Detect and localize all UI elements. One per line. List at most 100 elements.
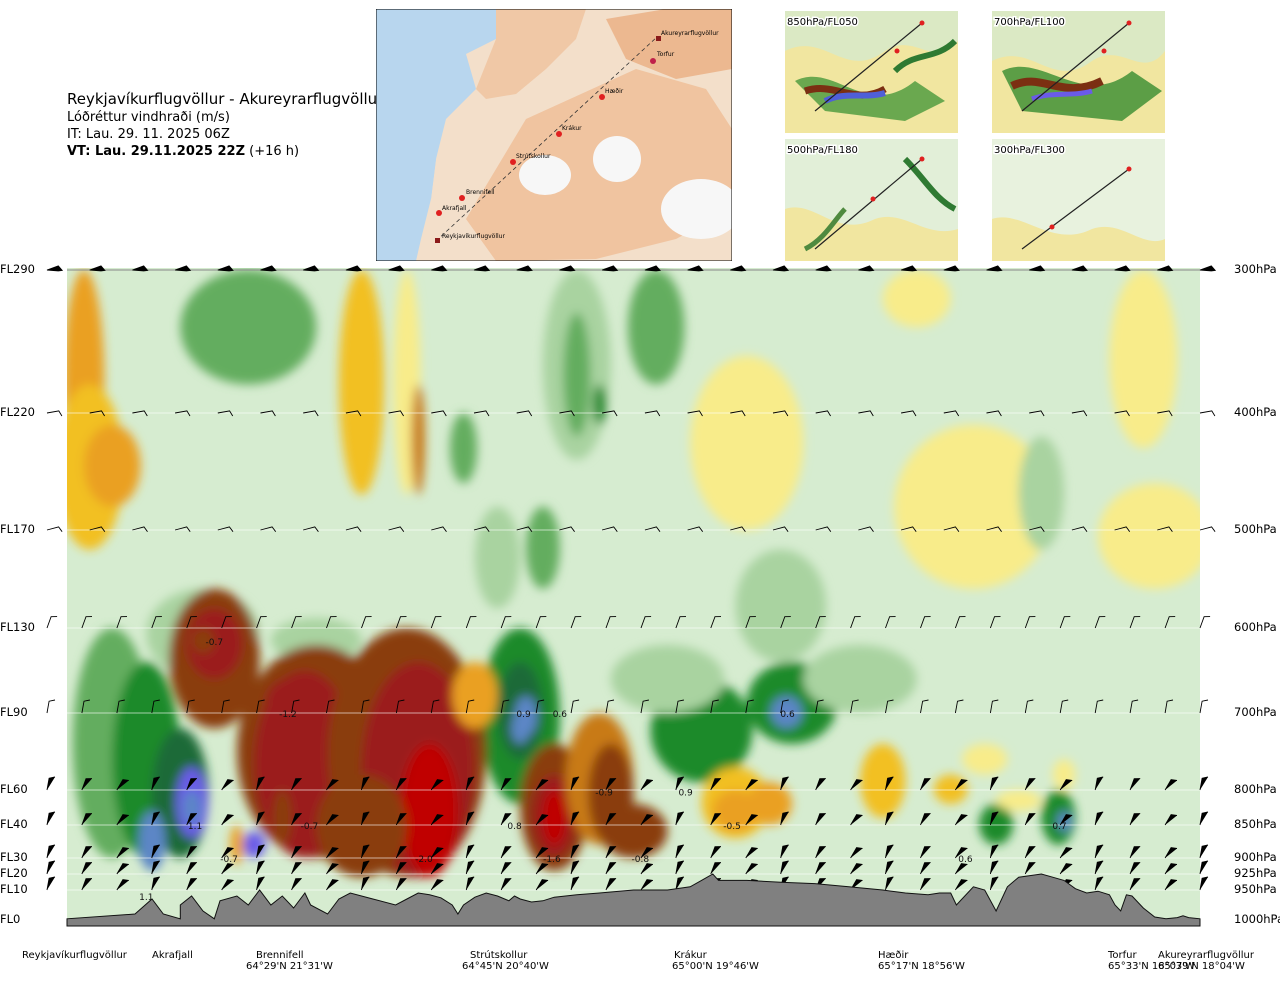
wind-barb-400-13 [602, 410, 618, 417]
wind-barb-600-20 [745, 616, 756, 629]
wind-barb-500-14 [644, 526, 661, 532]
waypoint-name: Akrafjall [152, 950, 193, 961]
wind-barb-500-5 [260, 526, 277, 532]
wind-barb-925-8 [326, 863, 339, 875]
valid-time-offset: (+16 h) [249, 144, 300, 159]
wind-barb-850-21 [780, 811, 789, 826]
wind-barb-500-27 [1199, 526, 1216, 532]
wind-barb-700-20 [745, 699, 754, 714]
field-contour-51 [401, 743, 458, 878]
wind-barb-800-2 [116, 779, 129, 791]
wind-barb-950-9 [361, 876, 370, 891]
left-tick-fl30: FL30 [0, 850, 28, 864]
wind-barb-900-22 [815, 846, 826, 859]
wind-barb-850-10 [395, 813, 407, 826]
wind-barb-850-24 [885, 811, 894, 826]
route-map: Akureyrarflugvöllur Torfur Hæðir Krákur … [376, 9, 732, 261]
wind-barb-600-18 [675, 616, 687, 629]
wind-barb-600-27 [989, 616, 1001, 629]
field-contour-44 [185, 608, 243, 679]
map-label-haedir: Hæðir [605, 88, 624, 95]
contour-label-10: -0.5 [723, 822, 741, 832]
wind-barb-800-7 [291, 778, 302, 791]
wind-barb-700-4 [186, 699, 195, 714]
wind-barb-700-15 [570, 699, 580, 714]
inset-map-500hpa: 500hPa/FL180 [785, 139, 958, 261]
wind-barb-925-19 [710, 862, 722, 875]
wind-barb-950-2 [116, 879, 129, 891]
field-contour-15 [1098, 483, 1200, 589]
contour-label-3: 0.6 [553, 710, 568, 720]
waypoint-name: Strútskollur [470, 950, 528, 961]
wind-barb-400-25 [1114, 410, 1130, 417]
field-contour-54 [230, 825, 244, 865]
wind-barb-925-4 [186, 862, 197, 875]
wind-barb-850-16 [605, 813, 617, 826]
wind-barb-700-17 [640, 699, 649, 714]
wind-barb-300-19 [858, 265, 875, 272]
wind-barb-925-6 [256, 860, 265, 875]
wind-barb-950-0 [46, 876, 56, 891]
contour-label-4: 0.6 [780, 710, 795, 720]
wind-barb-400-9 [431, 410, 447, 417]
wind-barb-900-0 [46, 844, 56, 859]
wind-barb-400-0 [46, 410, 63, 417]
wind-barb-925-2 [116, 863, 129, 875]
wind-barb-925-0 [46, 860, 56, 875]
wind-barb-300-4 [217, 265, 234, 272]
wind-barb-400-19 [858, 410, 874, 417]
wind-barb-300-13 [601, 265, 619, 272]
wind-barb-600-4 [186, 616, 197, 629]
wind-barb-950-11 [430, 879, 444, 891]
wind-barb-800-24 [885, 776, 894, 791]
field-contour-32 [770, 696, 803, 729]
wind-barb-925-29 [1059, 863, 1073, 875]
map-label-brennifell: Brennifell [466, 189, 495, 196]
wind-barb-800-28 [1024, 778, 1036, 791]
contour-label-6: -0.7 [301, 822, 319, 832]
wind-barb-700-2 [116, 699, 125, 714]
wind-barb-700-32 [1164, 699, 1174, 714]
wind-barb-600-12 [465, 616, 477, 629]
wind-barb-950-30 [1094, 876, 1104, 891]
left-tick-fl60: FL60 [0, 782, 28, 796]
wind-barb-900-25 [920, 846, 931, 859]
wind-barb-850-28 [1024, 813, 1036, 826]
contour-label-12: -0.7 [220, 855, 238, 865]
wind-barb-900-26 [955, 847, 968, 859]
wind-barb-925-33 [1199, 860, 1209, 875]
wind-barb-700-33 [1199, 699, 1209, 714]
wind-barb-900-6 [256, 844, 265, 859]
waypoint-1: Akrafjall [152, 950, 193, 961]
wind-barb-925-16 [605, 862, 617, 875]
field-contour-39 [182, 790, 201, 825]
wind-barb-900-19 [710, 846, 722, 859]
wind-barb-600-31 [1129, 616, 1141, 629]
wind-barb-950-27 [989, 876, 999, 891]
waypoint-5: Hæðir 65°17'N 18°56'W [878, 950, 965, 972]
wind-barb-850-29 [1059, 814, 1073, 826]
wind-barb-600-15 [570, 616, 582, 629]
contour-label-7: 0.8 [507, 822, 522, 832]
wind-barb-925-15 [570, 860, 580, 875]
wind-barb-850-1 [81, 813, 93, 826]
contour-label-15: -0.8 [632, 855, 650, 865]
wind-barb-900-23 [850, 847, 863, 859]
wind-barb-900-1 [81, 846, 93, 859]
wind-barb-800-21 [780, 776, 789, 791]
wind-barb-600-19 [710, 616, 722, 629]
contour-label-8: -0.9 [595, 788, 613, 798]
wind-barb-300-24 [1071, 265, 1088, 272]
wind-barb-850-5 [221, 814, 234, 826]
wind-barb-300-5 [260, 265, 277, 272]
wind-barb-300-16 [730, 265, 747, 272]
wind-barb-400-12 [559, 410, 575, 417]
wind-barb-800-10 [395, 778, 407, 791]
wind-barb-600-24 [885, 616, 896, 629]
wind-barb-600-11 [430, 616, 442, 629]
wind-barb-300-26 [1157, 265, 1174, 272]
contour-label-13: -2.0 [415, 855, 433, 865]
wind-barb-925-17 [640, 863, 653, 875]
right-tick-700hpa: 700hPa [1234, 705, 1277, 719]
wind-barb-925-32 [1164, 863, 1178, 875]
